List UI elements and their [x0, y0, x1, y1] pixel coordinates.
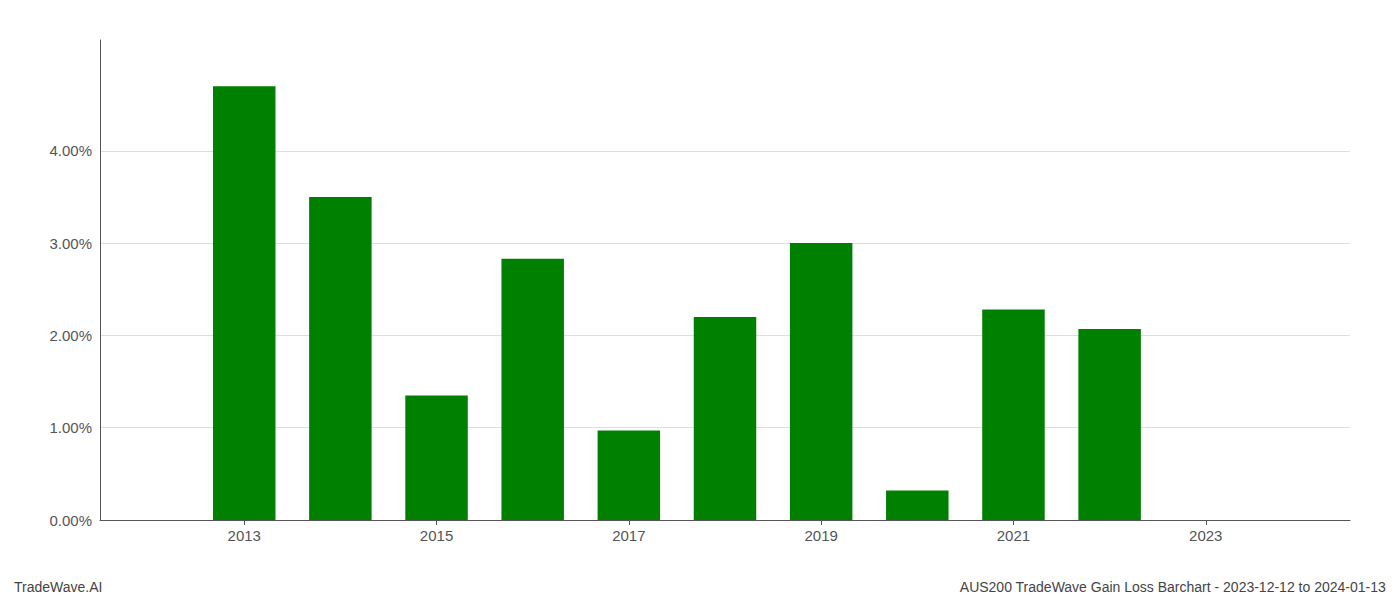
- svg-text:TradeWave.AI: TradeWave.AI: [14, 579, 102, 595]
- svg-text:AUS200 TradeWave Gain Loss Bar: AUS200 TradeWave Gain Loss Barchart - 20…: [960, 579, 1386, 595]
- svg-text:0.00%: 0.00%: [49, 512, 92, 529]
- svg-text:3.00%: 3.00%: [49, 235, 92, 252]
- svg-text:2.00%: 2.00%: [49, 327, 92, 344]
- svg-text:2017: 2017: [612, 527, 645, 544]
- svg-text:2015: 2015: [420, 527, 453, 544]
- svg-text:2021: 2021: [997, 527, 1030, 544]
- svg-text:1.00%: 1.00%: [49, 419, 92, 436]
- svg-text:2019: 2019: [804, 527, 837, 544]
- svg-text:2023: 2023: [1189, 527, 1222, 544]
- svg-text:4.00%: 4.00%: [49, 142, 92, 159]
- svg-text:2013: 2013: [228, 527, 261, 544]
